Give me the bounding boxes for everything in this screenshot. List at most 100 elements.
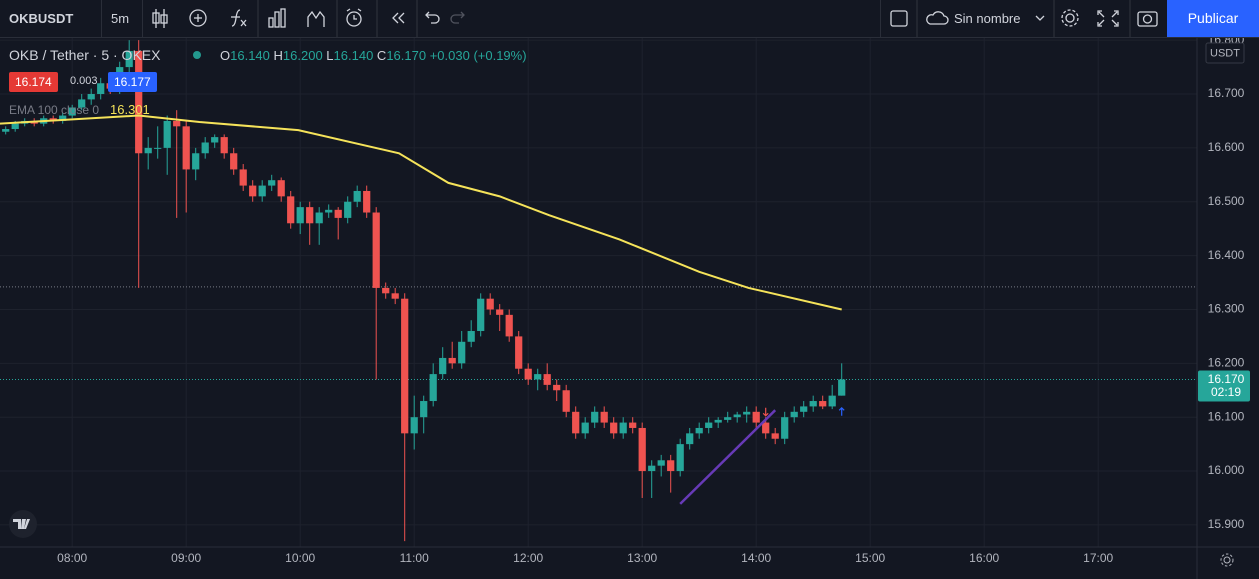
indicators-icon[interactable] (231, 9, 247, 27)
settings-gear[interactable] (1220, 553, 1234, 567)
settings-icon[interactable] (1065, 13, 1075, 23)
last-price-label: 16.170 (1208, 372, 1245, 386)
x-tick-label: 14:00 (741, 551, 771, 565)
add-icon[interactable] (189, 9, 207, 27)
undo-icon[interactable] (425, 11, 440, 24)
candle-body (667, 460, 675, 472)
dropdown-icon[interactable] (1035, 15, 1045, 21)
candle-body (334, 209, 342, 218)
candle-body (315, 212, 323, 224)
separator (142, 0, 143, 37)
publish-button[interactable]: Publicar (1167, 0, 1259, 37)
change: +0.030 (+0.19%) (429, 48, 527, 63)
candle-body (553, 384, 561, 391)
countdown: 02:19 (1211, 385, 1241, 399)
plot (0, 40, 1197, 542)
candle-icon[interactable] (152, 9, 168, 28)
candle-body (591, 411, 599, 423)
y-tick-label: 16.100 (1208, 409, 1245, 423)
x-tick-label: 16:00 (969, 551, 999, 565)
x-tick-label: 13:00 (627, 551, 657, 565)
candle-body (220, 137, 228, 154)
ohlc-value: 16.140 (230, 48, 270, 63)
y-tick-label: 16.500 (1208, 194, 1245, 208)
y-tick-label: 16.700 (1208, 86, 1245, 100)
candle-body (420, 401, 428, 418)
candle-body (724, 417, 732, 420)
candle-body (771, 433, 779, 439)
y-tick-label: 16.300 (1208, 302, 1245, 316)
ohlc-value: 16.200 (282, 48, 323, 63)
ask-price[interactable]: 16.177 (108, 72, 157, 92)
candle-body (524, 368, 532, 380)
candle-body (534, 374, 542, 380)
candle-body (486, 298, 494, 310)
alert-icon[interactable] (346, 8, 362, 27)
candle-body (163, 120, 171, 148)
expand-icon[interactable] (1097, 10, 1119, 27)
candle-body (572, 411, 580, 434)
camera-icon[interactable] (1137, 11, 1158, 27)
ohlc-label: L (326, 48, 334, 63)
bid-price[interactable]: 16.174 (9, 72, 58, 92)
y-tick-label: 16.000 (1208, 463, 1245, 477)
signal-arrow (838, 406, 845, 416)
candle-body (325, 209, 333, 213)
candle-body (429, 374, 437, 402)
candle-body (239, 169, 247, 186)
chart: 15.900 16.000 16.100 16.200 16.300 16.400 16.5… (0, 38, 1259, 579)
candle-body (78, 99, 86, 108)
cloud-icon[interactable] (926, 11, 949, 25)
tv-logo (9, 510, 37, 538)
candle-body (59, 115, 67, 121)
ohlc-label: C (376, 48, 387, 63)
toolbar-right-icons (890, 0, 1158, 37)
candle-body (249, 185, 257, 197)
axis-unit: USDT (1210, 47, 1240, 59)
symbol[interactable]: OKBUSDT (9, 11, 74, 26)
layout-name[interactable]: Sin nombre (954, 11, 1021, 26)
candle-body (306, 207, 314, 224)
candle-body (676, 444, 684, 472)
candle-body (192, 153, 200, 170)
interval[interactable]: 5m (111, 11, 130, 26)
candle-body (296, 207, 304, 224)
candle-body (648, 465, 656, 472)
redo-icon[interactable] (450, 11, 465, 24)
x-tick-label: 15:00 (855, 551, 885, 565)
separator (101, 0, 102, 37)
ema-line (0, 114, 842, 311)
candle-body (277, 180, 285, 197)
candle-body (125, 50, 133, 68)
candle-body (828, 395, 836, 407)
candle-body (287, 196, 295, 224)
candle-body (458, 341, 466, 364)
indicator-value: 16.301 (110, 102, 150, 117)
candle-body (211, 137, 219, 143)
candle-body (68, 107, 76, 116)
x-tick-label: 12:00 (513, 551, 543, 565)
candle-body (439, 357, 447, 375)
replay-icon[interactable] (392, 12, 405, 24)
candle-body (809, 401, 817, 407)
candle-body (819, 401, 827, 407)
candle-body (87, 94, 95, 100)
candle-body (705, 422, 713, 428)
compare-icon[interactable] (268, 8, 286, 28)
candle-body (2, 129, 10, 132)
candle-body (410, 417, 418, 434)
candle-body (382, 287, 390, 294)
candle-body (173, 120, 181, 127)
candle-body (505, 314, 513, 337)
candle-body (353, 190, 361, 202)
templates-icon[interactable] (307, 10, 325, 27)
x-tick-label: 08:00 (57, 551, 87, 565)
candle-body (515, 336, 523, 369)
fullscreen-box-icon[interactable] (890, 10, 908, 27)
y-tick-label: 16.600 (1208, 140, 1245, 154)
ohlc-value: 16.170 (386, 48, 427, 63)
candle-body (790, 411, 798, 418)
y-tick-label: 16.400 (1208, 248, 1245, 262)
candle-body (610, 422, 618, 434)
